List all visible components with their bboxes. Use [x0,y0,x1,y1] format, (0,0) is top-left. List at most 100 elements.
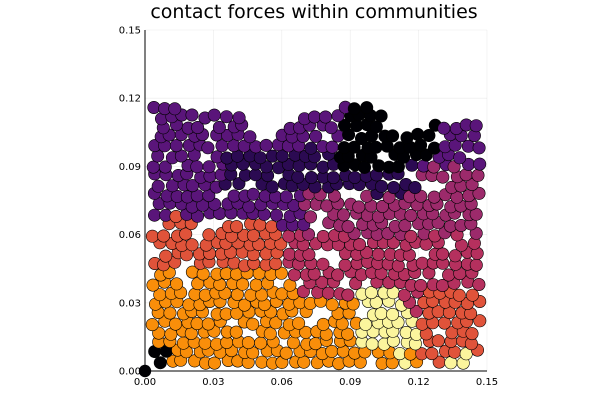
scatter-point [227,189,241,203]
scatter-point [352,238,366,252]
scatter-point [220,110,234,124]
y-tick-label: 0.00 [119,367,141,378]
y-tick-label: 0.09 [119,162,141,173]
scatter-point [269,208,283,222]
scatter-point [279,190,293,204]
scatter-point [230,220,244,234]
scatter-point [359,317,373,331]
scatter-point [325,344,339,358]
scatter-point [249,278,263,292]
scatter-point [425,347,439,361]
y-tick-label: 0.03 [119,298,141,309]
scatter-point [282,247,296,261]
scatter-point [169,317,183,331]
scatter-point [325,140,339,154]
scatter-point [269,316,283,330]
scatter-point [437,121,451,135]
scatter-point [326,171,340,185]
scatter-point [198,336,212,350]
scatter-point [374,306,388,320]
scatter-point [169,210,183,224]
scatter-points [138,100,487,378]
scatter-point [414,278,428,292]
scatter-point [408,181,422,195]
scatter-point [170,277,184,291]
scatter-point [259,138,273,152]
scatter-point [174,149,188,163]
scatter-point [338,258,352,272]
scatter-point [145,229,159,243]
scatter-point [168,102,182,116]
x-tick-label: 0.03 [202,377,224,388]
scatter-point [331,109,345,123]
scatter-point [146,160,160,174]
scatter-point [365,337,379,351]
scatter-point [246,228,260,242]
scatter-point [391,259,405,273]
scatter-point [297,355,311,369]
scatter-point [453,151,467,165]
scatter-point [191,121,205,135]
scatter-point [169,139,183,153]
scatter-point [185,238,199,252]
scatter-point [307,110,321,124]
scatter-point [241,336,255,350]
scatter-point [229,325,243,339]
scatter-point [437,316,451,330]
scatter-point [436,247,450,261]
scatter-point [243,130,257,144]
scatter-point [404,209,418,223]
scatter-point [452,288,466,302]
scatter-point [352,200,366,214]
y-tick-labels: 0.00 0.03 0.06 0.09 0.12 0.15 [119,26,141,378]
scatter-point [265,180,279,194]
scatter-point [279,346,293,360]
scatter-point [153,356,167,370]
scatter-point [415,256,429,270]
scatter-point [255,355,269,369]
scatter-point [246,187,260,201]
scatter-point [179,227,193,241]
scatter-point [414,138,428,152]
x-tick-label: 0.12 [407,377,429,388]
scatter-point [236,277,250,291]
x-tick-label: 0.00 [134,377,156,388]
scatter-point [163,306,177,320]
scatter-point [436,170,450,184]
scatter-point [472,186,486,200]
scatter-point [341,220,355,234]
scatter-point [465,327,479,341]
scatter-point [387,181,401,195]
scatter-point [364,286,378,300]
scatter-point [472,277,486,291]
scatter-point [473,157,487,171]
y-tick-label: 0.15 [119,26,141,37]
scatter-point [265,220,279,234]
scatter-point [246,317,260,331]
scatter-point [292,316,306,330]
scatter-point [291,170,305,184]
scatter-point [472,141,486,155]
scatter-point [238,298,252,312]
scatter-point [325,298,339,312]
scatter-point [263,327,277,341]
scatter-point [316,317,330,331]
scatter-point [304,141,318,155]
scatter-point [282,229,296,243]
scatter-point [398,219,412,233]
scatter-point [309,129,323,143]
scatter-point [404,229,418,243]
scatter-point [316,257,330,271]
scatter-point [324,121,338,135]
scatter-point [341,327,355,341]
scatter-point [230,287,244,301]
scatter-point [427,190,441,204]
scatter-point [409,304,423,318]
y-tick-label: 0.12 [119,94,141,105]
scatter-point [341,288,355,302]
chart-title: contact forces within communities [150,1,477,23]
scatter-point [316,230,330,244]
x-tick-label: 0.15 [476,377,498,388]
scatter-point [157,229,171,243]
axes [144,30,487,372]
